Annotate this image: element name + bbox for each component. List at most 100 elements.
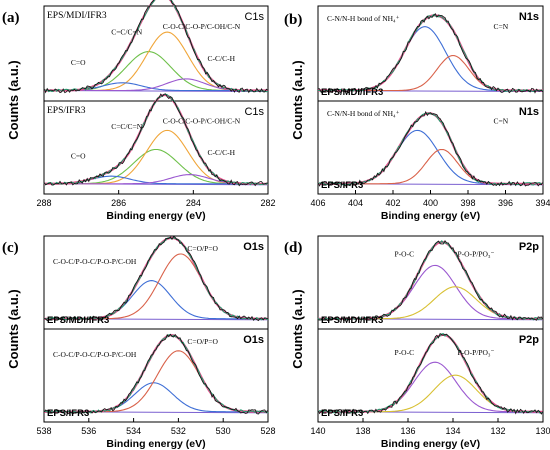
peak-annotation: C-O-C/P-O-C/P-O-P/C-OH xyxy=(53,350,137,359)
component-peak-1 xyxy=(318,26,543,92)
x-tick-label: 134 xyxy=(445,426,460,436)
element-label: C1s xyxy=(244,106,264,118)
sample-label: EPS/IFR3 xyxy=(321,180,363,191)
x-tick-label: 286 xyxy=(111,198,126,208)
peak-annotation: P-O-C xyxy=(395,348,415,357)
peak-annotation: P-O-P/PO₃⁻ xyxy=(458,249,495,258)
component-peak-1 xyxy=(318,264,543,320)
peak-annotation: P-O-C xyxy=(395,249,415,258)
component-peak-2 xyxy=(44,350,268,413)
peak-annotation: C=O xyxy=(71,152,86,161)
x-tick-label: 398 xyxy=(460,198,475,208)
peak-annotation: C=C/C=N xyxy=(111,122,143,131)
element-label: N1s xyxy=(519,106,539,118)
peak-annotation: C-N/N-H bond of NH₄⁺ xyxy=(327,109,400,118)
x-axis-label: Binding energy (eV) xyxy=(381,438,480,450)
x-tick-label: 404 xyxy=(348,198,363,208)
panel-label: (b) xyxy=(284,12,302,28)
peak-annotation: C=O xyxy=(71,58,86,67)
x-tick-label: 400 xyxy=(423,198,438,208)
raw-spectrum xyxy=(317,240,544,322)
raw-spectrum xyxy=(44,236,269,322)
raw-spectrum xyxy=(43,0,269,94)
y-axis-label: Counts (a.u.) xyxy=(6,289,21,368)
x-tick-label: 534 xyxy=(126,426,141,436)
y-axis-label: Counts (a.u.) xyxy=(290,289,305,368)
x-tick-label: 406 xyxy=(310,198,325,208)
x-tick-label: 536 xyxy=(81,426,96,436)
peak-annotation: C=N xyxy=(494,116,509,125)
element-label: N1s xyxy=(519,11,539,23)
x-tick-label: 284 xyxy=(186,198,201,208)
x-tick-label: 130 xyxy=(535,426,550,436)
raw-spectrum xyxy=(317,332,544,415)
x-tick-label: 288 xyxy=(36,198,51,208)
raw-spectrum xyxy=(43,93,269,187)
x-tick-label: 538 xyxy=(36,426,51,436)
sample-label: EPS/MDI/IFR3 xyxy=(47,11,107,21)
peak-annotation: C-O-C/C-O-P/C-OH/C-N xyxy=(163,116,241,125)
plot-frame xyxy=(317,5,544,195)
element-label: P2p xyxy=(519,241,539,253)
peak-annotation: C-C/C-H xyxy=(208,148,236,157)
peak-annotation: C-O-C/C-O-P/C-OH/C-N xyxy=(163,22,241,31)
panel-label: (d) xyxy=(284,240,302,256)
peak-annotation: C=N xyxy=(494,22,509,31)
peak-annotation: C=O/P=O xyxy=(187,337,218,346)
envelope-curve xyxy=(318,14,543,92)
peak-annotation: C-C/C-H xyxy=(208,54,236,63)
panel-label: (a) xyxy=(2,10,20,26)
peak-annotation: C-O-C/P-O-C/P-O-P/C-OH xyxy=(53,257,137,266)
panel-label: (c) xyxy=(2,240,19,256)
x-tick-label: 136 xyxy=(400,426,415,436)
x-tick-label: 396 xyxy=(498,198,513,208)
fitted-curve xyxy=(317,112,544,186)
x-axis-label: Binding energy (eV) xyxy=(106,210,205,222)
element-label: O1s xyxy=(243,241,264,253)
x-tick-label: 532 xyxy=(171,426,186,436)
component-peak-2 xyxy=(318,286,543,320)
y-axis-label: Counts (a.u.) xyxy=(290,60,305,139)
raw-spectrum xyxy=(318,12,544,94)
sample-label: EPS/IFR3 xyxy=(47,408,89,419)
envelope-curve xyxy=(318,112,543,185)
x-tick-label: 394 xyxy=(535,198,550,208)
peak-annotation: C=C/C=N xyxy=(111,28,143,37)
component-peak-2 xyxy=(318,374,543,413)
plot-frame xyxy=(43,5,269,195)
component-peak-2 xyxy=(318,54,543,92)
fitted-curve xyxy=(317,13,544,93)
element-label: P2p xyxy=(519,334,539,346)
x-tick-label: 140 xyxy=(310,426,325,436)
sample-label: EPS/MDI/IFR3 xyxy=(321,87,383,98)
sample-label: EPS/IFR3 xyxy=(47,106,86,116)
element-label: O1s xyxy=(243,334,264,346)
fitted-curve xyxy=(317,239,544,321)
sample-label: EPS/MDI/IFR3 xyxy=(47,315,109,326)
raw-spectrum xyxy=(43,333,269,415)
x-tick-label: 402 xyxy=(385,198,400,208)
x-tick-label: 528 xyxy=(260,426,275,436)
x-tick-label: 132 xyxy=(490,426,505,436)
sample-label: EPS/MDI/IFR3 xyxy=(321,315,383,326)
sample-label: EPS/IFR3 xyxy=(321,408,363,419)
envelope-curve xyxy=(318,333,543,413)
peak-annotation: C=O/P=O xyxy=(187,244,218,253)
x-axis-label: Binding energy (eV) xyxy=(381,210,480,222)
envelope-curve xyxy=(318,240,543,320)
x-tick-label: 530 xyxy=(216,426,231,436)
x-axis-label: Binding energy (eV) xyxy=(106,438,205,450)
x-tick-label: 138 xyxy=(355,426,370,436)
peak-annotation: C-N/N-H bond of NH₄⁺ xyxy=(327,14,400,23)
raw-spectrum xyxy=(317,110,544,187)
component-peak-2 xyxy=(318,148,543,185)
peak-annotation: P-O-P/PO₃⁻ xyxy=(458,348,495,357)
fitted-curve xyxy=(43,237,269,321)
element-label: C1s xyxy=(244,11,264,23)
component-peak-1 xyxy=(318,361,543,413)
x-tick-label: 282 xyxy=(260,198,275,208)
envelope-curve xyxy=(44,334,268,413)
fitted-curve xyxy=(43,334,269,414)
y-axis-label: Counts (a.u.) xyxy=(6,60,21,139)
